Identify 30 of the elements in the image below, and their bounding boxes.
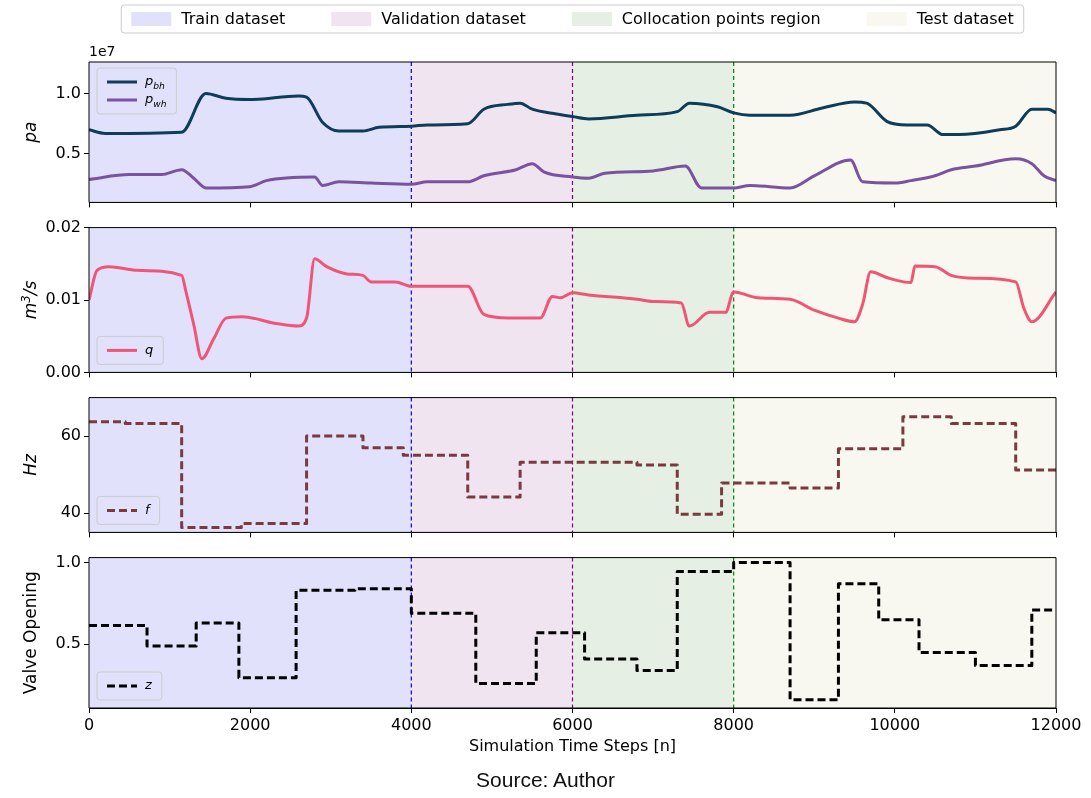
- y-tick-label: 0.02: [45, 216, 81, 236]
- x-tick-label: 10000: [869, 714, 921, 734]
- x-tick-label: 6000: [552, 714, 593, 734]
- legend-label: f: [145, 501, 152, 517]
- legend-label: z: [144, 677, 153, 693]
- y-tick-label: 0.00: [45, 361, 81, 381]
- x-tick-label: 2000: [229, 714, 271, 734]
- legend-label: q: [145, 341, 154, 357]
- y-tick-label: 40: [60, 502, 81, 522]
- y-axis-title: pa: [20, 121, 41, 144]
- source-note: Source: Author: [475, 768, 616, 792]
- x-tick-label: 8000: [713, 714, 755, 734]
- y-axis-title: m3/s: [18, 280, 41, 320]
- y-tick-label: 0.5: [55, 143, 81, 163]
- x-tick-label: 12000: [1030, 714, 1082, 734]
- y-axis-title: Hz: [20, 453, 41, 476]
- legend-label: Validation dataset: [381, 9, 526, 29]
- y-tick-label: 1.0: [55, 82, 81, 102]
- y-tick-label: 1.0: [55, 551, 81, 571]
- y-tick-label: 60: [60, 425, 81, 445]
- x-tick-label: 0: [83, 714, 95, 734]
- y-tick-label: 0.5: [55, 633, 81, 653]
- x-tick-label: 4000: [390, 714, 432, 734]
- legend-label: Collocation points region: [621, 9, 821, 29]
- x-axis-title: Simulation Time Steps [n]: [468, 735, 677, 755]
- text: 1e7: [89, 42, 116, 59]
- legend-label: Test dataset: [915, 9, 1014, 29]
- y-tick-label: 0.01: [45, 289, 81, 309]
- legend-label: Train dataset: [180, 9, 286, 29]
- y-axis-title: Valve Opening: [20, 571, 41, 695]
